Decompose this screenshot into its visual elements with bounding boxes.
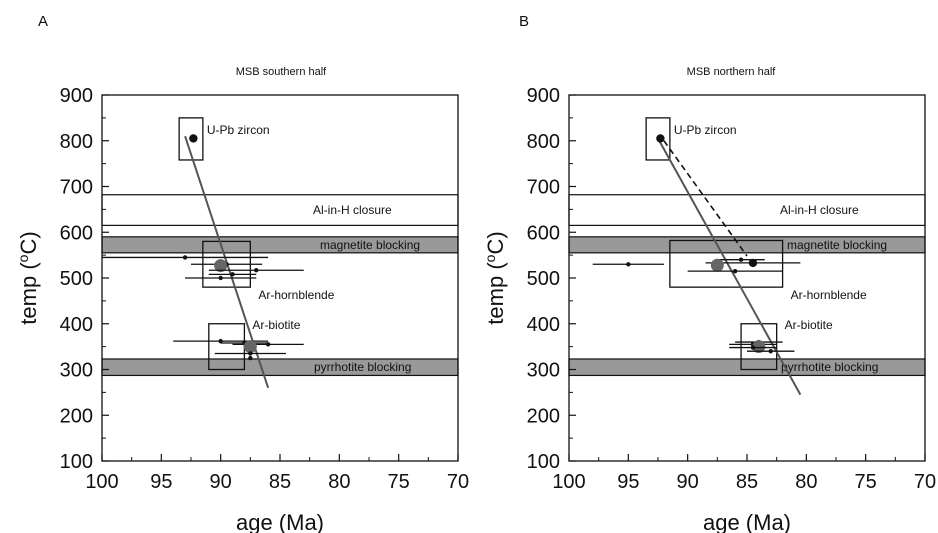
x-tick-label: 85 bbox=[269, 471, 291, 493]
y-axis-title-main: temp ( bbox=[16, 262, 41, 325]
trend-line bbox=[657, 137, 802, 396]
data-point bbox=[710, 258, 724, 272]
panel-letter: A bbox=[38, 13, 48, 30]
band-label: Al-in-H closure bbox=[780, 203, 859, 217]
y-axis-title-main: temp ( bbox=[483, 262, 508, 325]
box-u-pb-zircon bbox=[645, 117, 671, 161]
data-point bbox=[768, 349, 773, 354]
y-tick-label: 200 bbox=[527, 405, 560, 427]
x-axis-title: age (Ma) bbox=[703, 510, 791, 533]
data-point bbox=[626, 262, 631, 267]
data-point bbox=[218, 338, 223, 344]
box-label: U-Pb zircon bbox=[207, 123, 270, 137]
box-ar-biotite bbox=[740, 323, 778, 371]
data-point bbox=[254, 268, 259, 273]
x-tick-label: 85 bbox=[736, 471, 758, 493]
box-ar-hornblende bbox=[669, 239, 784, 288]
data-point bbox=[248, 351, 253, 356]
trend-line-dashed bbox=[663, 140, 748, 257]
data-point bbox=[656, 134, 665, 143]
box-label: Ar-biotite bbox=[785, 318, 833, 332]
y-axis-title-end: C) bbox=[16, 231, 41, 254]
x-tick-label: 70 bbox=[914, 471, 936, 493]
y-tick-label: 600 bbox=[60, 222, 93, 244]
y-axis-title-sup: o bbox=[482, 254, 498, 262]
data-point bbox=[218, 275, 223, 281]
y-tick-label: 400 bbox=[527, 314, 560, 336]
y-axis-title-sup: o bbox=[15, 254, 31, 262]
box-label: U-Pb zircon bbox=[674, 123, 737, 137]
y-axis-title: temp (oC) bbox=[15, 231, 41, 324]
y-tick-label: 200 bbox=[60, 405, 93, 427]
x-tick-label: 80 bbox=[795, 471, 817, 493]
band-label: magnetite blocking bbox=[787, 238, 887, 252]
panel-letter: B bbox=[519, 13, 529, 30]
x-tick-label: 95 bbox=[150, 471, 172, 493]
chart-panel-a: A MSB southern half Al-in-H closure magneti… bbox=[15, 13, 469, 533]
x-tick-label: 100 bbox=[552, 471, 585, 493]
data-point bbox=[230, 272, 235, 277]
y-tick-label: 800 bbox=[60, 131, 93, 153]
band-label: Al-in-H closure bbox=[313, 203, 392, 217]
y-tick-label: 600 bbox=[527, 222, 560, 244]
x-axis-title: age (Ma) bbox=[236, 510, 324, 533]
x-tick-label: 95 bbox=[617, 471, 639, 493]
x-tick-label: 100 bbox=[85, 471, 118, 493]
y-tick-label: 700 bbox=[527, 177, 560, 199]
y-tick-label: 900 bbox=[60, 85, 93, 107]
band-label: pyrrhotite blocking bbox=[314, 360, 411, 374]
plot-frame bbox=[101, 94, 459, 462]
data-point bbox=[265, 342, 271, 347]
box-label: Ar-hornblende bbox=[791, 288, 867, 302]
y-tick-label: 700 bbox=[60, 177, 93, 199]
box-label: Ar-hornblende bbox=[258, 288, 334, 302]
data-point bbox=[182, 255, 188, 260]
chart-subtitle: MSB southern half bbox=[236, 66, 327, 78]
x-tick-label: 75 bbox=[855, 471, 877, 493]
data-point bbox=[732, 268, 738, 274]
chart-panel-b: B MSB northern half Al-in-H closure magneti… bbox=[482, 13, 936, 533]
band-al-in-h bbox=[101, 194, 459, 226]
x-tick-label: 70 bbox=[447, 471, 469, 493]
x-tick-label: 80 bbox=[328, 471, 350, 493]
data-point bbox=[248, 355, 253, 361]
y-tick-label: 300 bbox=[60, 360, 93, 382]
data-point bbox=[214, 259, 228, 273]
y-tick-label: 900 bbox=[527, 85, 560, 107]
chart-subtitle: MSB northern half bbox=[687, 66, 777, 78]
band-al-in-h bbox=[568, 194, 926, 226]
x-tick-label: 90 bbox=[210, 471, 232, 493]
y-tick-label: 100 bbox=[60, 451, 93, 473]
y-tick-label: 500 bbox=[60, 268, 93, 290]
x-tick-label: 90 bbox=[677, 471, 699, 493]
y-tick-label: 500 bbox=[527, 268, 560, 290]
x-tick-label: 75 bbox=[388, 471, 410, 493]
box-u-pb-zircon bbox=[178, 117, 204, 161]
y-axis-title-end: C) bbox=[483, 231, 508, 254]
y-tick-label: 800 bbox=[527, 131, 560, 153]
y-tick-label: 300 bbox=[527, 360, 560, 382]
y-axis-title: temp (oC) bbox=[482, 231, 508, 324]
data-point bbox=[189, 134, 198, 143]
band-label: pyrrhotite blocking bbox=[781, 360, 878, 374]
y-tick-label: 400 bbox=[60, 314, 93, 336]
data-point bbox=[738, 257, 744, 262]
data-point bbox=[243, 340, 257, 354]
y-tick-label: 100 bbox=[527, 451, 560, 473]
box-label: Ar-biotite bbox=[252, 318, 300, 332]
data-point bbox=[752, 340, 766, 354]
plot-frame bbox=[568, 94, 926, 462]
band-label: magnetite blocking bbox=[320, 238, 420, 252]
data-point bbox=[748, 258, 758, 268]
data-point bbox=[750, 345, 756, 350]
